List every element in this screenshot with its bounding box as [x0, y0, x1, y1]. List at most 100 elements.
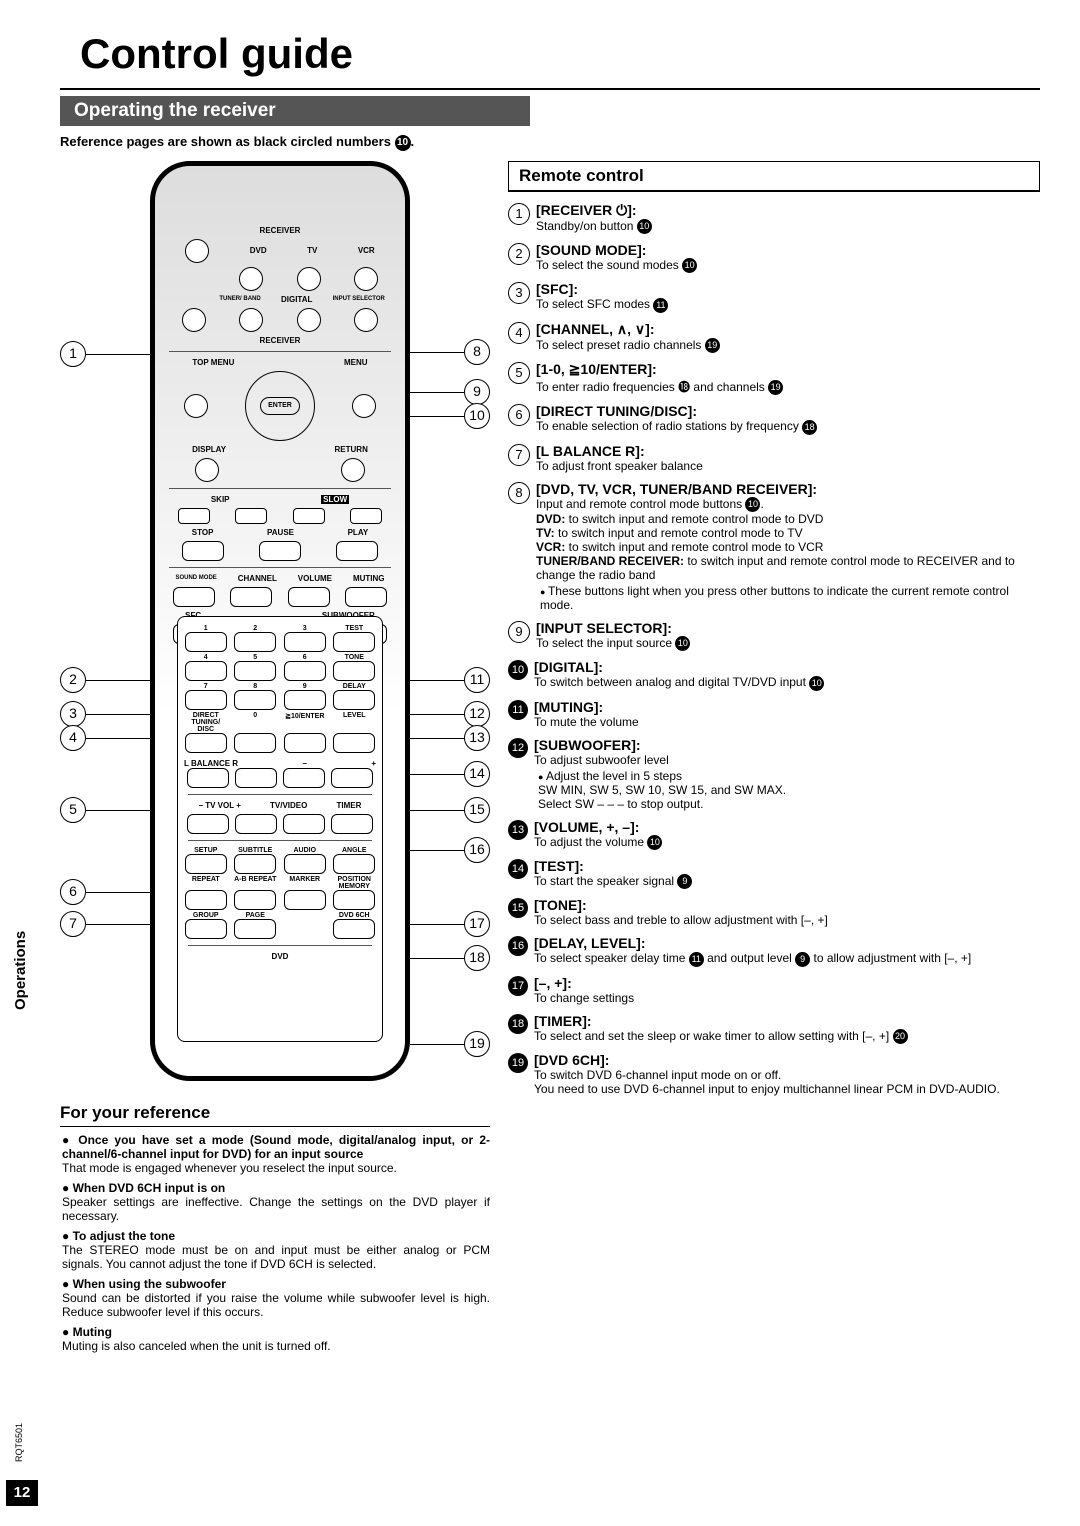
- remote-control-heading: Remote control: [508, 161, 1040, 192]
- numpad-button: [185, 661, 227, 681]
- desc-number: 1: [508, 203, 530, 225]
- desc-number: 14: [508, 859, 528, 879]
- page-title: Control guide: [80, 30, 1040, 78]
- lower-label: REPEAT: [184, 876, 228, 883]
- fyr-item: ● MutingMuting is also canceled when the…: [62, 1325, 490, 1353]
- numpad-label: LEVEL: [333, 712, 377, 719]
- numpad-button: [284, 661, 326, 681]
- desc-label: [L BALANCE R]:: [536, 443, 1040, 459]
- desc-item-14: 14[TEST]:To start the speaker signal 9: [508, 858, 1040, 889]
- numpad-label: 7: [184, 683, 228, 690]
- callout-9: 9: [464, 379, 490, 405]
- desc-text: To switch between analog and digital TV/…: [534, 675, 1040, 690]
- desc-number: 6: [508, 404, 530, 426]
- reference-note: Reference pages are shown as black circl…: [60, 134, 1040, 151]
- numpad-button: [333, 733, 375, 753]
- label-receiver: RECEIVER: [260, 226, 301, 235]
- numpad-button: [333, 661, 375, 681]
- desc-number: 4: [508, 322, 530, 344]
- desc-item-19: 19[DVD 6CH]:To switch DVD 6-channel inpu…: [508, 1052, 1040, 1096]
- desc-text: To adjust the volume 10: [534, 835, 1040, 850]
- lower-label: SUBTITLE: [234, 847, 278, 854]
- numpad-label: 3: [283, 625, 327, 632]
- desc-text: Input and remote control mode buttons 10…: [536, 497, 1040, 612]
- callout-14: 14: [464, 761, 490, 787]
- label-display: DISPLAY: [192, 445, 226, 454]
- desc-text: To mute the volume: [534, 715, 1040, 729]
- desc-number: 12: [508, 738, 528, 758]
- btn-topmenu: [184, 394, 208, 418]
- callout-8: 8: [464, 339, 490, 365]
- desc-label: [DIRECT TUNING/DISC]:: [536, 403, 1040, 419]
- remote-diagram: RECEIVER DVD TV VCR: [60, 161, 490, 1091]
- callout-19: 19: [464, 1031, 490, 1057]
- label-lbalance: L BALANCE R: [184, 759, 238, 768]
- desc-number: 19: [508, 1053, 528, 1073]
- section-heading: Operating the receiver: [60, 96, 530, 126]
- label-menu: MENU: [344, 358, 368, 367]
- btn-ff: [350, 508, 382, 524]
- desc-item-9: 9[INPUT SELECTOR]:To select the input so…: [508, 620, 1040, 651]
- btn-volup: [288, 587, 330, 607]
- numpad-label: 1: [184, 625, 228, 632]
- btn-tvvolup: [235, 814, 277, 834]
- desc-label: [TONE]:: [534, 897, 1040, 913]
- btn-dvd: [239, 267, 263, 291]
- label-return: RETURN: [335, 445, 368, 454]
- desc-number: 7: [508, 444, 530, 466]
- label-soundmode: SOUND MODE: [175, 575, 216, 581]
- divider: [60, 88, 1040, 90]
- numpad-button: [284, 632, 326, 652]
- lower-button: [185, 890, 227, 910]
- callout-3: 3: [60, 701, 86, 727]
- desc-label: [SFC]:: [536, 281, 1040, 297]
- lower-label: DVD 6CH: [333, 912, 377, 919]
- btn-pause: [259, 541, 301, 561]
- btn-skipprev: [178, 508, 210, 524]
- desc-text: To adjust front speaker balance: [536, 459, 1040, 473]
- lower-button: [284, 854, 326, 874]
- desc-item-7: 7 [L BALANCE R]:To adjust front speaker b…: [508, 443, 1040, 473]
- numpad-label: TONE: [333, 654, 377, 661]
- numpad-label: DIRECT TUNING/ DISC: [184, 712, 228, 733]
- btn-soundmode: [173, 587, 215, 607]
- fyr-item: ● When DVD 6CH input is onSpeaker settin…: [62, 1181, 490, 1223]
- callout-15: 15: [464, 797, 490, 823]
- btn-return: [341, 458, 365, 482]
- btn-tvvoldn: [187, 814, 229, 834]
- desc-label: [INPUT SELECTOR]:: [536, 620, 1040, 636]
- btn-muting: [345, 587, 387, 607]
- label-muting: MUTING: [353, 574, 385, 583]
- desc-number: 13: [508, 820, 528, 840]
- desc-text: To enable selection of radio stations by…: [536, 419, 1040, 434]
- callout-13: 13: [464, 725, 490, 751]
- desc-label: [TIMER]:: [534, 1013, 1040, 1029]
- desc-text: To change settings: [534, 991, 1040, 1005]
- numpad-button: [284, 733, 326, 753]
- label-vcr: VCR: [358, 246, 375, 255]
- desc-number: 10: [508, 660, 528, 680]
- desc-text: To adjust subwoofer levelAdjust the leve…: [534, 753, 1040, 811]
- desc-text: To select speaker delay time 11 and outp…: [534, 951, 1040, 966]
- label-volume: VOLUME: [298, 574, 332, 583]
- label-tvvideo: TV/VIDEO: [270, 801, 307, 810]
- label-inputsel: INPUT SELECTOR: [333, 296, 385, 302]
- desc-number: 5: [508, 362, 530, 384]
- btn-rew: [293, 508, 325, 524]
- lower-label: AUDIO: [283, 847, 327, 854]
- doc-code: RQT6501: [14, 1423, 24, 1462]
- numpad-label: DELAY: [333, 683, 377, 690]
- desc-item-2: 2[SOUND MODE]:To select the sound modes …: [508, 242, 1040, 273]
- remote-lower-panel: 123TEST456TONE789DELAYDIRECT TUNING/ DIS…: [177, 616, 383, 1042]
- label-dvd-section: DVD: [184, 952, 376, 961]
- label-tv: TV: [307, 246, 317, 255]
- desc-label: [MUTING]:: [534, 699, 1040, 715]
- callout-11: 11: [464, 667, 490, 693]
- callout-7: 7: [60, 911, 86, 937]
- lower-button: [185, 854, 227, 874]
- lower-label: PAGE: [234, 912, 278, 919]
- numpad-label: ≧10/ENTER: [283, 712, 327, 720]
- label-play: PLAY: [348, 528, 369, 537]
- numpad-label: 5: [234, 654, 278, 661]
- callout-1: 1: [60, 341, 86, 367]
